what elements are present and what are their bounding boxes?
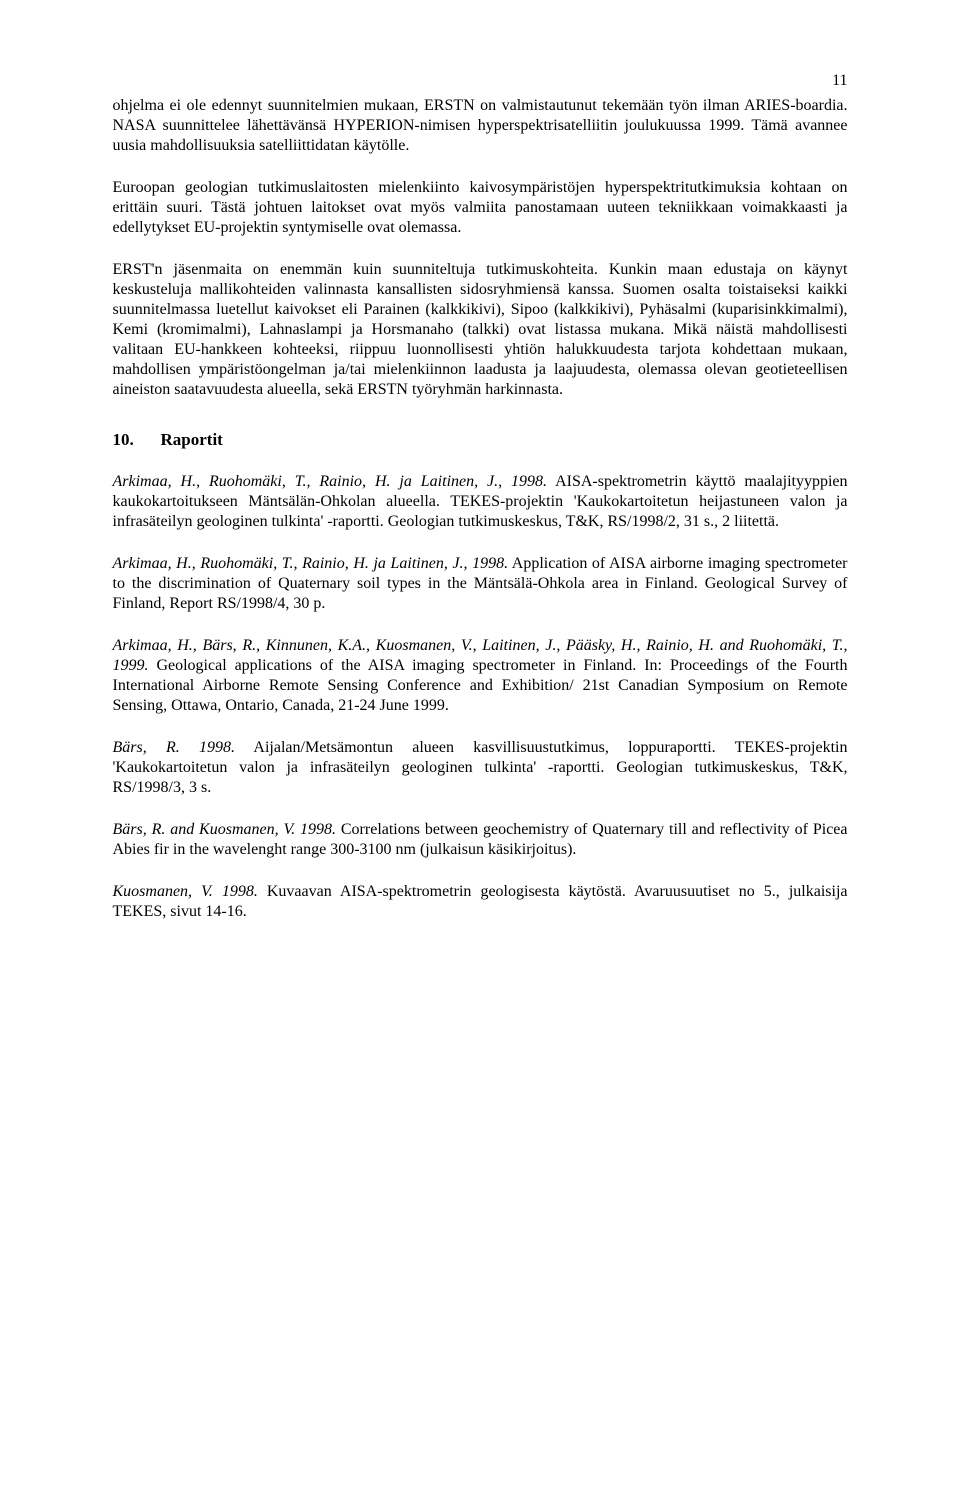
reference-entry: Bärs, R. and Kuosmanen, V. 1998. Correla… bbox=[113, 820, 848, 860]
body-paragraph: ohjelma ei ole edennyt suunnitelmien muk… bbox=[113, 96, 848, 156]
section-title: Raportit bbox=[161, 430, 223, 449]
reference-authors: Bärs, R. and Kuosmanen, V. 1998. bbox=[113, 821, 337, 838]
body-paragraph: Euroopan geologian tutkimuslaitosten mie… bbox=[113, 178, 848, 238]
body-paragraph: ERST'n jäsenmaita on enemmän kuin suunni… bbox=[113, 260, 848, 400]
page-number: 11 bbox=[113, 72, 848, 90]
reference-authors: Bärs, R. 1998. bbox=[113, 739, 236, 756]
reference-entry: Arkimaa, H., Bärs, R., Kinnunen, K.A., K… bbox=[113, 636, 848, 716]
section-number: 10. bbox=[113, 430, 161, 450]
reference-entry: Kuosmanen, V. 1998. Kuvaavan AISA-spektr… bbox=[113, 882, 848, 922]
reference-authors: Kuosmanen, V. 1998. bbox=[113, 883, 258, 900]
reference-entry: Arkimaa, H., Ruohomäki, T., Rainio, H. j… bbox=[113, 472, 848, 532]
section-heading: 10.Raportit bbox=[113, 430, 848, 450]
page: 11 ohjelma ei ole edennyt suunnitelmien … bbox=[1, 0, 960, 1016]
reference-text: Geological applications of the AISA imag… bbox=[113, 657, 848, 714]
reference-entry: Arkimaa, H., Ruohomäki, T., Rainio, H. j… bbox=[113, 554, 848, 614]
reference-authors: Arkimaa, H., Ruohomäki, T., Rainio, H. j… bbox=[113, 473, 548, 490]
reference-entry: Bärs, R. 1998. Aijalan/Metsämontun aluee… bbox=[113, 738, 848, 798]
reference-authors: Arkimaa, H., Ruohomäki, T., Rainio, H. j… bbox=[113, 555, 509, 572]
